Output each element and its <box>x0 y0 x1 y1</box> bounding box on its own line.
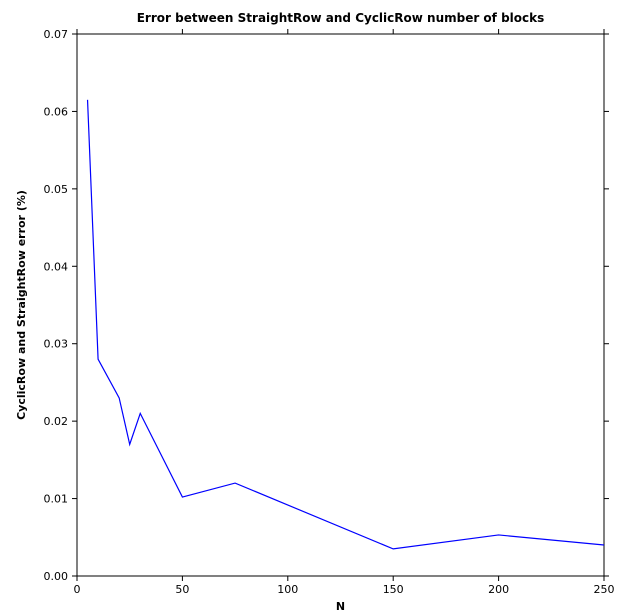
x-tick-label: 50 <box>175 583 189 596</box>
y-tick-label: 0.01 <box>44 493 69 506</box>
y-tick-label: 0.04 <box>44 260 69 273</box>
x-tick-label: 250 <box>594 583 615 596</box>
y-tick-label: 0.02 <box>44 415 69 428</box>
x-axis-label: N <box>336 600 345 613</box>
x-tick-label: 150 <box>383 583 404 596</box>
y-tick-label: 0.06 <box>44 105 69 118</box>
chart-bg <box>0 0 621 616</box>
chart-title: Error between StraightRow and CyclicRow … <box>137 11 545 25</box>
line-chart: 0 50 100 150 200 250 0.00 0.01 0.02 0.03 0.04 0.05 0… <box>0 0 621 616</box>
y-tick-label: 0.00 <box>44 570 69 583</box>
chart-container: 0 50 100 150 200 250 0.00 0.01 0.02 0.03 0.04 0.05 0… <box>0 0 621 616</box>
y-tick-label: 0.03 <box>44 338 69 351</box>
x-tick-label: 100 <box>277 583 298 596</box>
y-tick-label: 0.05 <box>44 183 69 196</box>
y-tick-label: 0.07 <box>44 28 69 41</box>
y-axis-label: CyclicRow and StraightRow error (%) <box>15 190 28 420</box>
x-tick-label: 200 <box>488 583 509 596</box>
x-tick-label: 0 <box>74 583 81 596</box>
